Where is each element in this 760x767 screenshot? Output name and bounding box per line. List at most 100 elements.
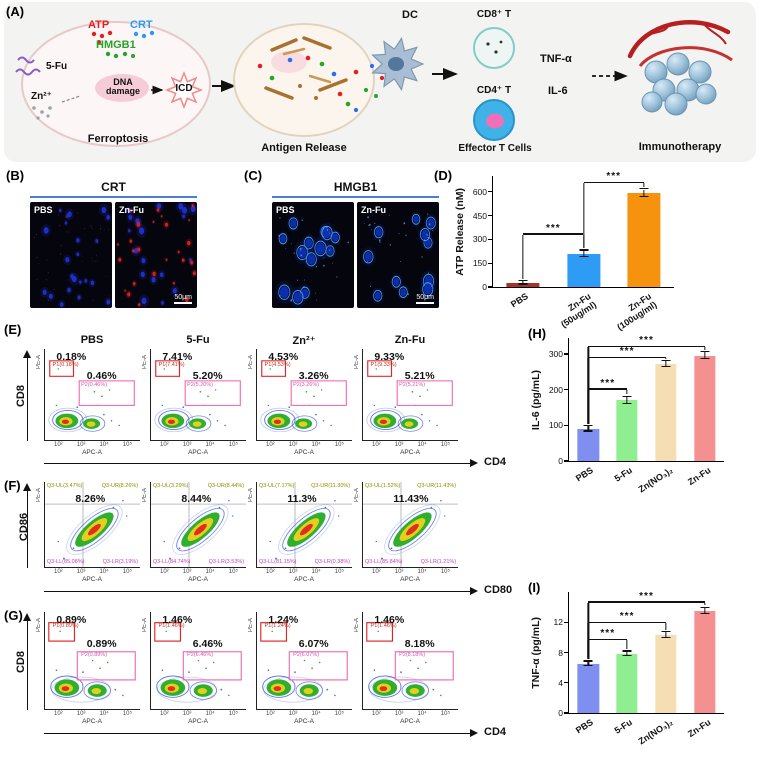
- fluorescence-image: [116, 202, 197, 308]
- image-label: Zn-Fu: [361, 205, 386, 215]
- il6-plot-area: 0 100 200 300 PBS 5-Fu Zn(NO₃)₂ Zn-Fu *** *** ***: [549, 335, 724, 494]
- gate-label-p2: P2(6.46%): [187, 652, 214, 659]
- flow-plot-area: PE-A 8.44% Q3-UL(3.29%) Q3-UR(8.44%) Q3-LL(8…: [142, 482, 246, 568]
- flow-percentage: 11.43%: [393, 493, 429, 506]
- gate-label-p1: P1(7.41%): [158, 362, 185, 369]
- x-tick-label: Zn-Fu: [685, 717, 713, 740]
- flow-percentage-p2: 3.26%: [298, 369, 329, 382]
- flow-y-axis-name: PE-A: [142, 355, 148, 370]
- flow-percentage-p1: 1.24%: [268, 613, 299, 626]
- flow-percentage: 11.3%: [287, 493, 317, 506]
- gate-label-ur: Q3-UR(11.30%): [311, 483, 351, 490]
- error-bar: [587, 661, 590, 667]
- gate-label-lr: Q3-LR(1.21%): [420, 559, 457, 566]
- flow-plot-f-2: PE-A 8.44% Q3-UL(3.29%) Q3-UR(8.44%) Q3-LL(8…: [142, 482, 246, 584]
- flow-y-axis-name: PE-A: [36, 355, 42, 370]
- error-cap: [700, 606, 710, 608]
- y-tick-mark: [564, 389, 569, 391]
- y-tick-label: 0: [482, 282, 487, 292]
- x-tick: 10³: [394, 711, 404, 717]
- gate-label-ul: Q3-UL(7.17%): [258, 483, 295, 490]
- sig-bracket: [588, 639, 628, 641]
- flow-percentage: 8.26%: [75, 493, 106, 506]
- flow-density-plot: [366, 360, 453, 433]
- x-tick: 10³: [288, 442, 298, 448]
- flow-plot-g-2: PE-A 1.46% 6.46% P1(1.46%) P2(6.46%) 10² 10³ 10…: [142, 612, 246, 726]
- error-cap: [639, 188, 649, 190]
- schematic-graphic: [15, 19, 733, 147]
- panel-b-label: (B): [6, 168, 25, 183]
- flow-x-ticks: 10² 10³ 10⁴ 10⁵: [150, 568, 246, 576]
- gate-label-lr: Q3-LR(3.53%): [208, 559, 245, 566]
- sig-stars: ***: [639, 590, 654, 602]
- flow-plot-area: PE-A 7.41% 5.20% P1(7.41%) P2(5.20%): [142, 349, 246, 441]
- gate-label-ll: Q3-LL(84.74%): [152, 559, 191, 566]
- flow-g-y-axis-label: CD8: [15, 651, 28, 674]
- tnf-y-axis-title: TNF-α (pg/mL): [530, 617, 542, 689]
- panel-a-schematic: (A): [4, 2, 756, 162]
- x-tick: 10⁴: [99, 442, 109, 448]
- fluorescence-image: [34, 203, 112, 308]
- sig-bracket-drop: [587, 602, 590, 660]
- bar-3: [627, 193, 661, 287]
- flow-plot-area: PE-A 11.43% Q3-UL(1.52%) Q3-UR(11.43%) Q3-LL…: [354, 482, 458, 568]
- flow-plot-area: PE-A 1.46% 6.46% P1(1.46%) P2(6.46%): [142, 612, 246, 710]
- y-tick-mark: [488, 191, 493, 193]
- sig-stars: ***: [600, 377, 616, 389]
- flow-percentage-p2: 0.46%: [86, 369, 117, 382]
- flow-x-axis-name: APC-A: [188, 576, 208, 583]
- error-cap: [700, 350, 710, 353]
- error-cap: [583, 424, 593, 427]
- gate-label-ul: Q3-UL(3.29%): [152, 483, 189, 490]
- atp-label: ATP: [88, 19, 110, 31]
- atp-release-chart: ATP Release (nM) 0 150 300 450 600 PBS Zn-Fu (…: [454, 171, 674, 333]
- flow-plot-e-1: PBS PE-A 0.18% 0.46% P1(0.18%) P2(0.46%) 10² 1…: [36, 334, 140, 457]
- panel-e-label: (E): [4, 322, 22, 337]
- bar-2: [616, 400, 638, 461]
- flow-x-ticks: 10² 10³ 10⁴ 10⁵: [256, 568, 352, 576]
- error-cap: [622, 395, 632, 397]
- x-tick: 10⁴: [205, 569, 215, 575]
- flow-percentage-p1: 7.41%: [162, 350, 193, 363]
- error-cap: [579, 255, 588, 257]
- y-tick-label: 4: [558, 677, 563, 688]
- sig-stars: ***: [619, 611, 635, 623]
- dc-label: DC: [402, 9, 418, 21]
- sig-bracket-drop: [703, 602, 706, 606]
- x-tick: 10³: [394, 442, 404, 448]
- x-tick: 10⁵: [440, 711, 450, 717]
- flow-plot-area: PE-A 0.18% 0.46% P1(0.18%) P2(0.46%): [36, 349, 140, 441]
- error-bar: [522, 281, 524, 285]
- x-tick: 10⁴: [311, 442, 321, 448]
- gate-label-p2: P2(0.46%): [81, 381, 108, 388]
- flow-e-y-axis: CD8: [15, 349, 36, 441]
- y-tick-mark: [488, 238, 493, 241]
- sig-bracket-drop: [587, 346, 590, 424]
- x-tick: 10⁵: [440, 569, 450, 575]
- sig-bracket: [588, 357, 666, 359]
- gate-label-p1: P1(0.89%): [52, 623, 79, 630]
- y-tick-label: 450: [472, 210, 487, 221]
- effector-t-cells-label: Effector T Cells: [458, 143, 532, 154]
- dna-damage-label: DNA damage: [105, 77, 140, 97]
- error-bar: [626, 651, 628, 657]
- panel-g-flow-cytometry: (G) CD8 PE-A 0.89% 0.89% P1(0.89%) P2(0.89%)…: [4, 604, 526, 766]
- error-cap: [583, 430, 593, 432]
- sig-bracket: [588, 621, 666, 624]
- bar-1: [577, 663, 600, 713]
- panel-d-chart: (D) ATP Release (nM) 0 150 300 450 600 PBS Zn-…: [434, 166, 758, 333]
- flow-x-axis-name: APC-A: [294, 449, 314, 456]
- sig-bracket-drop: [643, 183, 645, 188]
- panel-h-chart: (H) IL-6 (pg/mL) 0 100 200 300 PBS 5-Fu Zn(NO₃…: [528, 320, 758, 570]
- x-tick: 10³: [182, 569, 192, 575]
- flow-f-y-axis: CD86: [18, 482, 36, 568]
- panel-g-label: (G): [4, 608, 23, 623]
- il6-chart: IL-6 (pg/mL) 0 100 200 300 PBS 5-Fu Zn(NO₃)₂ Zn…: [530, 335, 724, 494]
- error-bar: [582, 250, 585, 257]
- x-tick: 10²: [54, 442, 63, 448]
- y-tick-mark: [564, 424, 569, 426]
- error-cap: [622, 654, 632, 657]
- il6-y-axis-title: IL-6 (pg/mL): [530, 369, 542, 431]
- panel-i-chart: (I) TNF-α (pg/mL) 0 4 8 12 PBS 5-Fu Zn(NO₃)₂ Zn…: [528, 574, 758, 766]
- gate-label-ur: Q3-UR(8.26%): [101, 483, 139, 490]
